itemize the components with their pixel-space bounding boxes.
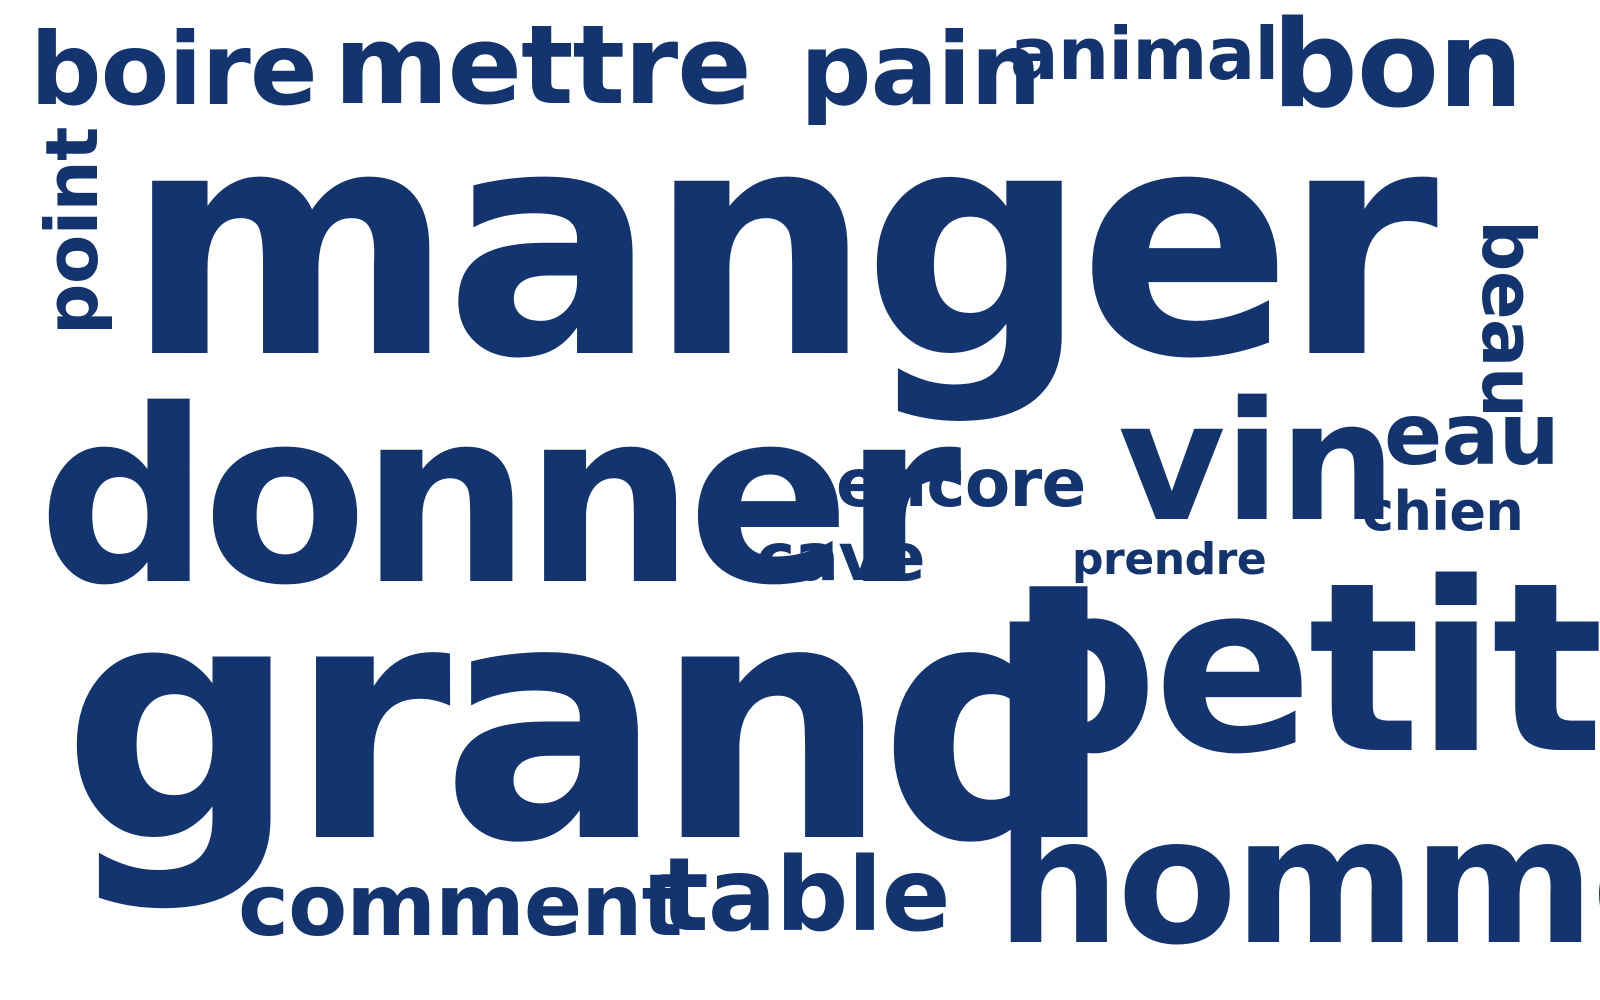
word-animal: animal [1010,12,1279,96]
word-encore: encore [836,445,1086,522]
word-homme: homme [996,781,1600,984]
word-manger: manger [126,62,1438,428]
word-pain: pain [800,11,1042,128]
word-petit: petit [990,533,1600,806]
word-grand: grand [62,531,1115,915]
word-bon: bon [1272,0,1523,135]
word-chien: chien [1362,480,1524,543]
word-mettre: mettre [334,1,752,129]
word-cave: cave [756,519,925,596]
word-vin: vin [1118,366,1396,558]
word-comment: comment [238,856,683,956]
word-point: point [30,127,114,335]
word-prendre: prendre [1072,534,1267,585]
word-donner: donner [38,358,962,638]
word-boire: boire [30,11,318,128]
word-table: table [660,836,951,955]
word-eau: eau [1384,385,1560,485]
